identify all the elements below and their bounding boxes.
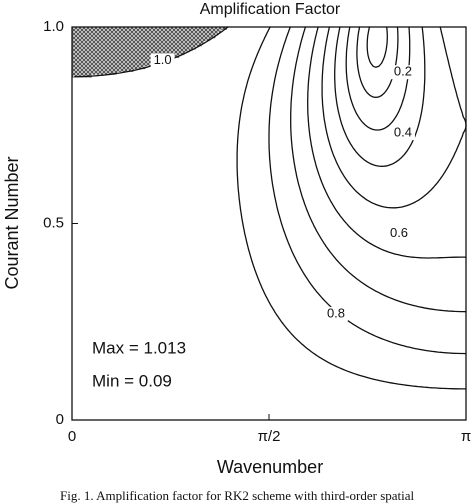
contour-line [307,26,467,259]
y-axis-label: Courant Number [2,156,22,289]
contour-label-bg [150,53,175,68]
x-tick-label: 0 [68,428,76,445]
y-tick-label: 1.0 [43,18,64,35]
contour-line [321,26,467,209]
contour-line [366,26,388,68]
contour-label: 1.0 [154,52,172,67]
y-tick-label: 0 [56,411,64,428]
x-tick-label: π [461,428,471,445]
annotation: Min = 0.09 [92,371,172,390]
x-axis-label: Wavenumber [217,457,323,477]
shaded-region [72,27,227,78]
annotation: Max = 1.013 [92,338,186,357]
contour-label-bg [387,226,412,241]
caption: Fig. 1. Amplification factor for RK2 sch… [60,488,415,503]
contour-line [236,26,467,390]
contour-line [356,26,399,99]
x-tick-label: π/2 [258,428,281,445]
contour-label: 0.4 [394,125,412,140]
contour-line [290,26,467,313]
contour-line [268,26,467,355]
contour-label-bg [390,126,415,141]
y-tick-label: 0.5 [43,214,64,231]
contour-label-bg [390,65,415,80]
contour-label: 0.6 [390,225,408,240]
contour-label-bg [323,306,348,321]
contour-label: 0.2 [394,64,412,79]
chart-title: Amplification Factor [200,1,341,18]
contour-label: 0.8 [327,305,345,320]
contour-line [345,26,411,131]
